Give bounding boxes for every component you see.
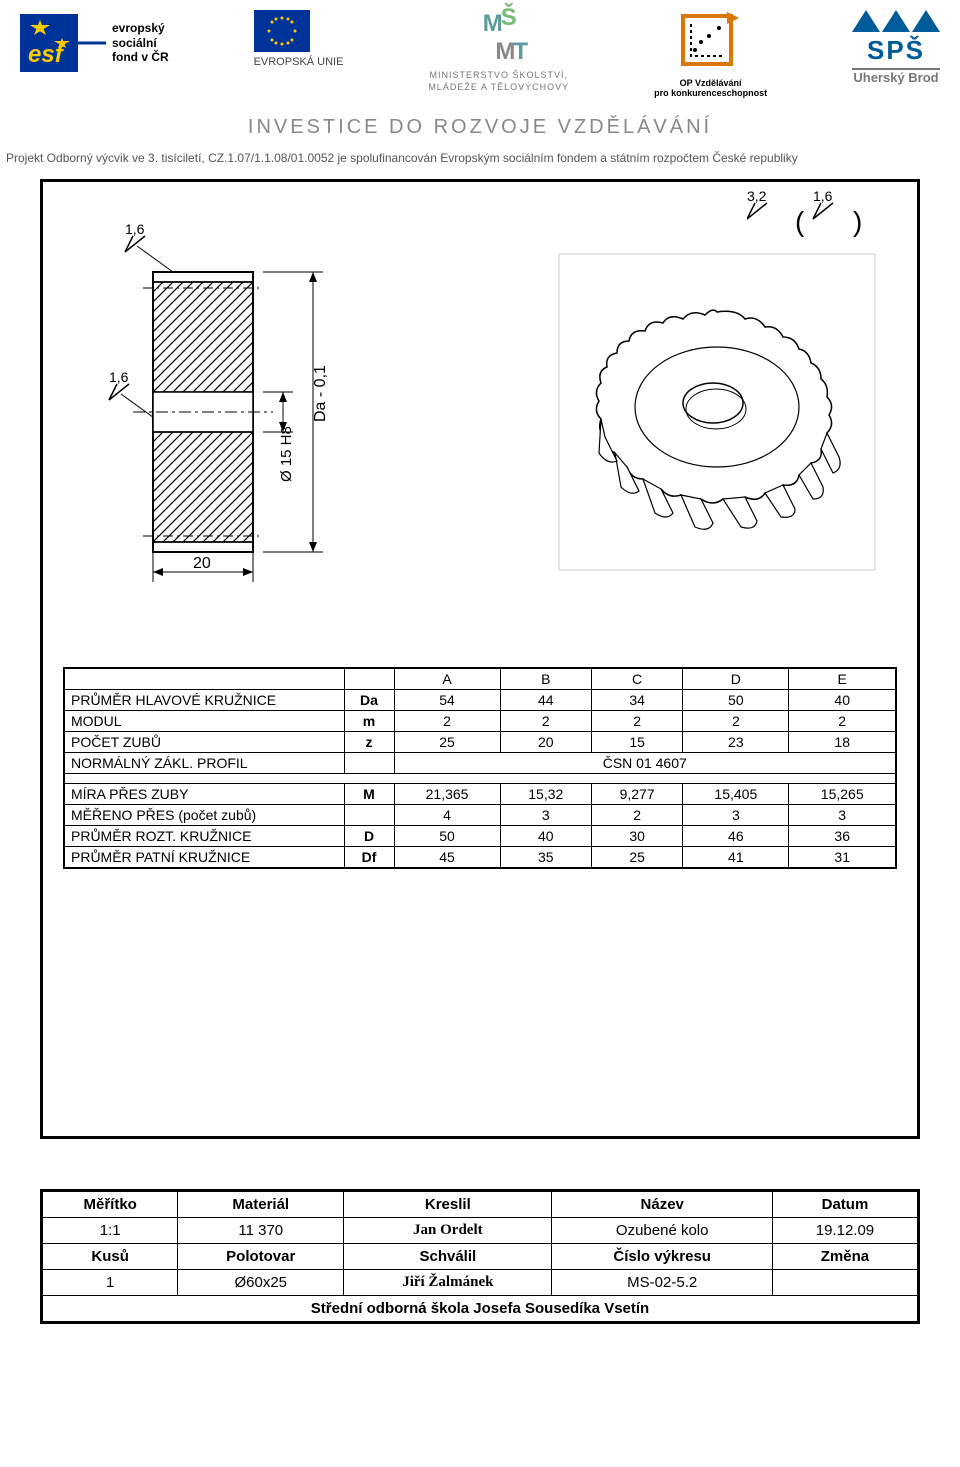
hdr-blank: Polotovar bbox=[178, 1244, 344, 1270]
table-row: PRŮMĚR ROZT. KRUŽNICE D 5040 3046 36 bbox=[64, 826, 896, 847]
sps-sub: Uherský Brod bbox=[852, 70, 940, 85]
msmt-icon: MŠ MT bbox=[428, 10, 569, 66]
global-roughness: 3,2 ( 1,6 ) bbox=[747, 187, 887, 242]
table-row: MÍRA PŘES ZUBY M 21,36515,32 9,27715,405… bbox=[64, 784, 896, 805]
svg-text:1,6: 1,6 bbox=[125, 222, 145, 237]
sps-name: SPŠ bbox=[852, 35, 940, 70]
project-line: Projekt Odborný výcvik ve 3. tisíciletí,… bbox=[0, 151, 960, 179]
svg-text:(: ( bbox=[795, 206, 805, 237]
hdr-material: Materiál bbox=[178, 1192, 344, 1218]
outer-dim: Da - 0,1 bbox=[312, 365, 329, 422]
table-row: PRŮMĚR PATNÍ KRUŽNICE Df 4535 2541 31 bbox=[64, 847, 896, 869]
hdr-qty: Kusů bbox=[43, 1244, 178, 1270]
eu-label: EVROPSKÁ UNIE bbox=[254, 56, 344, 68]
table-row: POČET ZUBŮ z 2520 1523 18 bbox=[64, 732, 896, 753]
sponsor-header: esf evropský sociální fond v ČR EVROPSKÁ… bbox=[0, 0, 960, 98]
esf-icon: esf bbox=[20, 10, 106, 76]
title-block: Měřítko Materiál Kreslil Název Datum 1:1… bbox=[40, 1189, 920, 1324]
investment-banner: INVESTICE DO ROZVOJE VZDĚLÁVÁNÍ bbox=[0, 116, 960, 139]
hdr-date: Datum bbox=[772, 1192, 917, 1218]
val-rev bbox=[772, 1270, 917, 1296]
rough-global-val: 3,2 bbox=[747, 188, 767, 204]
width-dim: 20 bbox=[193, 555, 211, 572]
svg-text:esf: esf bbox=[28, 41, 65, 68]
bore-dim: Ø 15 H8 bbox=[278, 426, 295, 482]
msmt-logo: MŠ MT MINISTERSTVO ŠKOLSTVÍ, MLÁDEŽE A T… bbox=[428, 10, 569, 93]
hdr-approved: Schválil bbox=[344, 1244, 552, 1270]
op-logo: OP Vzdělávání pro konkurenceschopnost bbox=[654, 10, 767, 98]
hdr-name: Název bbox=[552, 1192, 772, 1218]
esf-label: evropský sociální fond v ČR bbox=[112, 21, 169, 64]
table-row: NORMÁLNÝ ZÁKL. PROFIL ČSN 01 4607 bbox=[64, 753, 896, 774]
op-line2: pro konkurenceschopnost bbox=[654, 88, 767, 98]
val-material: 11 370 bbox=[178, 1218, 344, 1244]
msmt-line2: MLÁDEŽE A TĚLOVÝCHOVY bbox=[428, 82, 569, 92]
val-name: Ozubené kolo bbox=[552, 1218, 772, 1244]
sps-logo: SPŠ Uherský Brod bbox=[852, 10, 940, 85]
table-row: PRŮMĚR HLAVOVÉ KRUŽNICE Da 5444 3450 40 bbox=[64, 690, 896, 711]
val-drawn: Jan Ordelt bbox=[344, 1218, 552, 1244]
section-view: 1,6 1,6 bbox=[93, 222, 353, 607]
hdr-scale: Měřítko bbox=[43, 1192, 178, 1218]
hdr-rev: Změna bbox=[772, 1244, 917, 1270]
val-qty: 1 bbox=[43, 1270, 178, 1296]
drawing-frame: 3,2 ( 1,6 ) 1,6 1,6 bbox=[40, 179, 920, 1139]
hdr-drawn: Kreslil bbox=[344, 1192, 552, 1218]
val-date: 19.12.09 bbox=[772, 1218, 917, 1244]
val-dwgno: MS-02-5.2 bbox=[552, 1270, 772, 1296]
op-line1: OP Vzdělávání bbox=[680, 78, 742, 88]
gear-3d-view bbox=[557, 252, 877, 577]
table-row: 1:1 11 370 Jan Ordelt Ozubené kolo 19.12… bbox=[43, 1218, 918, 1244]
table-row: 1 Ø60x25 Jiří Žalmánek MS-02-5.2 bbox=[43, 1270, 918, 1296]
spec-table: A B C D E PRŮMĚR HLAVOVÉ KRUŽNICE Da 544… bbox=[63, 667, 897, 869]
esf-logo: esf evropský sociální fond v ČR bbox=[20, 10, 169, 76]
val-approved: Jiří Žalmánek bbox=[344, 1270, 552, 1296]
school-name: Střední odborná škola Josefa Sousedíka V… bbox=[43, 1296, 918, 1322]
val-blank: Ø60x25 bbox=[178, 1270, 344, 1296]
eu-logo: EVROPSKÁ UNIE bbox=[254, 10, 344, 68]
table-row: MĚŘENO PŘES (počet zubů) 43 23 3 bbox=[64, 805, 896, 826]
val-scale: 1:1 bbox=[43, 1218, 178, 1244]
op-icon bbox=[677, 10, 745, 70]
hdr-dwgno: Číslo výkresu bbox=[552, 1244, 772, 1270]
table-row: MODUL m 22 22 2 bbox=[64, 711, 896, 732]
sps-triangles-icon bbox=[852, 10, 940, 32]
eu-flag-icon bbox=[254, 10, 310, 52]
msmt-line1: MINISTERSTVO ŠKOLSTVÍ, bbox=[429, 70, 568, 80]
svg-text:): ) bbox=[853, 206, 862, 237]
rough-paren-val: 1,6 bbox=[813, 188, 833, 204]
svg-text:1,6: 1,6 bbox=[109, 369, 129, 385]
